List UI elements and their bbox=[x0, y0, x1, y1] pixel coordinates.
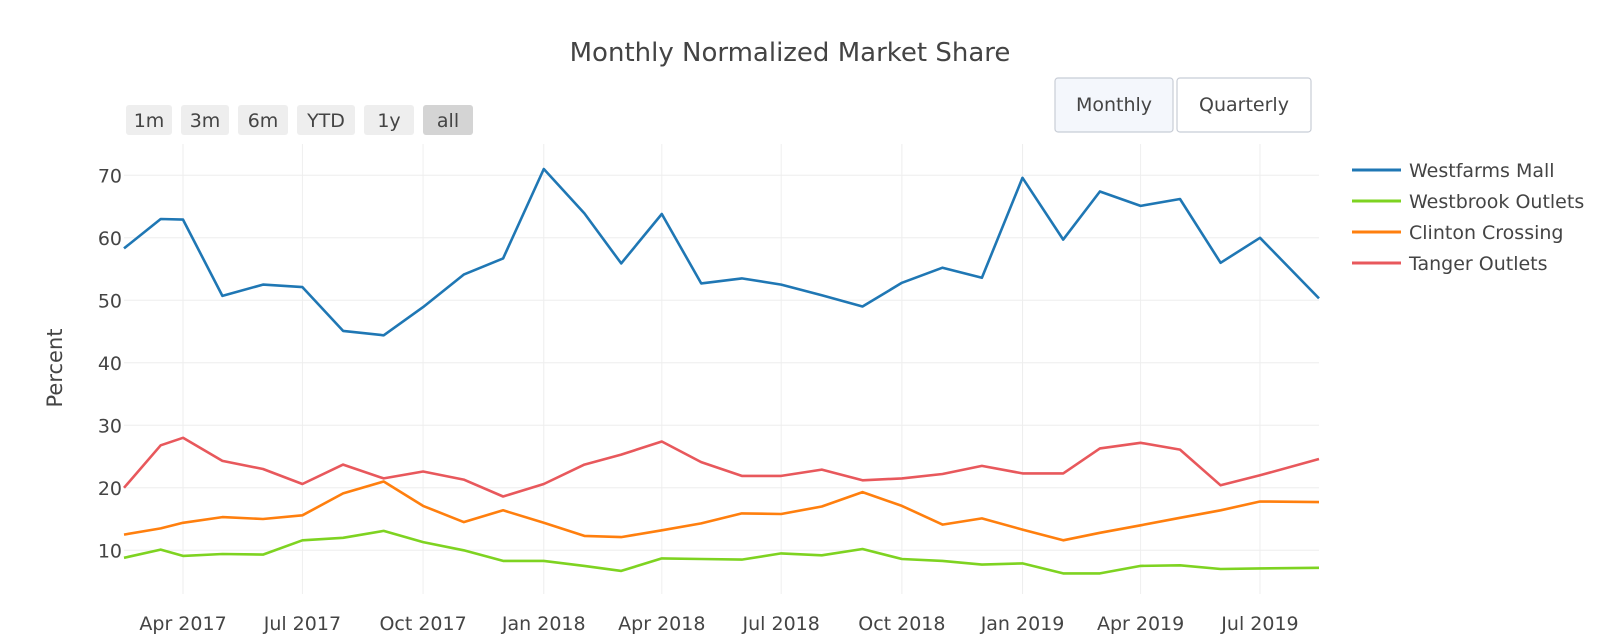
range-button-label: 6m bbox=[248, 110, 279, 132]
view-button-bg bbox=[1176, 77, 1312, 133]
y-tick-label: 20 bbox=[98, 478, 122, 500]
range-button-bg bbox=[126, 105, 172, 135]
x-tick-label: Apr 2019 bbox=[1097, 613, 1184, 635]
range-button-label: YTD bbox=[306, 110, 345, 132]
range-button-label: 1y bbox=[377, 110, 400, 132]
range-button-bg bbox=[181, 105, 229, 135]
view-button-label: Quarterly bbox=[1199, 94, 1289, 116]
range-button-ytd[interactable]: YTD bbox=[297, 105, 355, 135]
range-button-1y[interactable]: 1y bbox=[364, 105, 414, 135]
legend-label: Clinton Crossing bbox=[1409, 222, 1564, 244]
series-line-3 bbox=[123, 436, 1320, 498]
x-axis-ticks: Apr 2017 Jul 2017 Oct 2017 Jan 2018 Apr 2018… bbox=[139, 613, 1298, 635]
range-button-all[interactable]: all bbox=[423, 105, 473, 135]
grid bbox=[124, 144, 1319, 594]
legend: Westfarms Mall Westbrook Outlets Clinton C… bbox=[1352, 160, 1584, 275]
series-line-2 bbox=[123, 480, 1320, 542]
y-axis-label: Percent bbox=[43, 328, 67, 407]
range-button-6m[interactable]: 6m bbox=[238, 105, 288, 135]
legend-item[interactable]: Westbrook Outlets bbox=[1352, 191, 1584, 213]
y-tick-label: 70 bbox=[98, 165, 122, 187]
legend-label: Tanger Outlets bbox=[1408, 253, 1548, 275]
y-tick-label: 50 bbox=[98, 290, 122, 312]
legend-label: Westbrook Outlets bbox=[1409, 191, 1584, 213]
range-button-label: all bbox=[437, 110, 459, 132]
range-selector: 1m 3m 6m YTD 1y all bbox=[126, 105, 473, 135]
series-line-1 bbox=[123, 529, 1320, 575]
x-tick-label: Jan 2019 bbox=[980, 613, 1065, 635]
view-button-quarterly[interactable]: Quarterly bbox=[1176, 77, 1312, 133]
x-tick-label: Apr 2017 bbox=[139, 613, 226, 635]
y-tick-label: 10 bbox=[98, 540, 122, 562]
x-tick-label: Oct 2018 bbox=[858, 613, 945, 635]
view-button-bg bbox=[1054, 77, 1174, 133]
y-axis-ticks: 10 20 30 40 50 60 70 bbox=[98, 165, 122, 562]
range-button-bg bbox=[238, 105, 288, 135]
range-button-1m[interactable]: 1m bbox=[126, 105, 172, 135]
x-tick-label: Oct 2017 bbox=[379, 613, 466, 635]
chart-title: Monthly Normalized Market Share bbox=[570, 38, 1011, 68]
series-line-0 bbox=[123, 167, 1320, 337]
view-toggle: Monthly Quarterly bbox=[1054, 77, 1312, 133]
legend-label: Westfarms Mall bbox=[1409, 160, 1555, 182]
plot-lines bbox=[123, 167, 1320, 575]
range-button-bg bbox=[423, 105, 473, 135]
view-button-monthly[interactable]: Monthly bbox=[1054, 77, 1174, 133]
range-button-label: 1m bbox=[134, 110, 165, 132]
range-button-label: 3m bbox=[190, 110, 221, 132]
range-button-3m[interactable]: 3m bbox=[181, 105, 229, 135]
y-tick-label: 30 bbox=[98, 415, 122, 437]
x-tick-label: Jul 2018 bbox=[742, 613, 820, 635]
legend-item[interactable]: Westfarms Mall bbox=[1352, 160, 1555, 182]
legend-item[interactable]: Tanger Outlets bbox=[1352, 253, 1548, 275]
x-tick-label: Jan 2018 bbox=[501, 613, 586, 635]
x-tick-label: Jul 2019 bbox=[1220, 613, 1298, 635]
y-tick-label: 40 bbox=[98, 353, 122, 375]
x-tick-label: Jul 2017 bbox=[263, 613, 341, 635]
range-button-bg bbox=[297, 105, 355, 135]
legend-item[interactable]: Clinton Crossing bbox=[1352, 222, 1564, 244]
range-button-bg bbox=[364, 105, 414, 135]
x-tick-label: Apr 2018 bbox=[618, 613, 705, 635]
y-tick-label: 60 bbox=[98, 228, 122, 250]
view-button-label: Monthly bbox=[1076, 94, 1152, 116]
